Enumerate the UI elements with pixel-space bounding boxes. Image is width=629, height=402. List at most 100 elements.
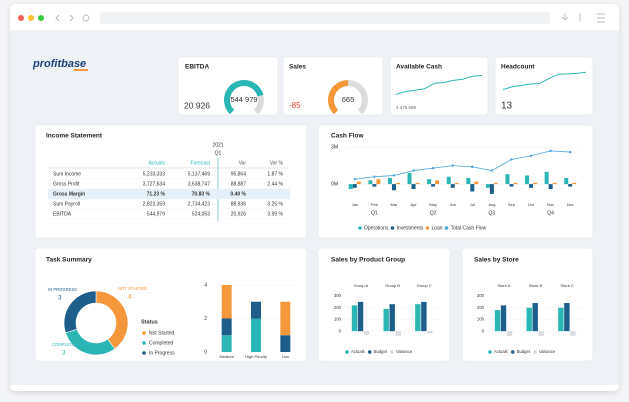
column-header: Forecast — [191, 160, 211, 166]
legend-swatch — [142, 331, 146, 335]
cell: 1.87 % — [267, 171, 283, 177]
bar — [466, 177, 471, 185]
y-tick-label: 0 — [204, 349, 207, 355]
bar — [509, 184, 514, 187]
bar — [485, 184, 490, 188]
category-label: Group B — [385, 283, 400, 288]
x-tick-label: May — [429, 202, 437, 207]
bar — [548, 184, 553, 190]
bar — [389, 304, 395, 332]
row-label: Sum Income — [53, 171, 81, 177]
category-label: Store B — [529, 283, 543, 288]
y-tick-label: 0 — [339, 328, 342, 333]
bar — [572, 182, 577, 185]
x-tick-label: Dec — [567, 202, 574, 207]
legend-label: In Progress — [149, 350, 175, 356]
cell: 20,926 — [231, 211, 247, 217]
bar — [351, 305, 358, 332]
row-highlight — [48, 189, 290, 199]
bar — [357, 301, 364, 332]
x-tick-label: Feb — [371, 202, 379, 207]
x-tick-label: Oct — [528, 202, 535, 207]
line-point — [412, 169, 415, 172]
bar-segment — [251, 301, 261, 319]
y-tick-label: 100 — [334, 317, 342, 322]
bar — [431, 184, 436, 187]
cell: 88,936 — [231, 201, 247, 207]
y-tick-label: 0 — [482, 328, 485, 333]
toolbar-icons[interactable] — [561, 13, 605, 23]
bar — [564, 303, 570, 332]
donut-count: 3 — [58, 295, 62, 302]
headcount-card — [494, 56, 594, 116]
bar — [372, 184, 377, 187]
legend-title: Status — [141, 319, 158, 325]
bar — [474, 181, 479, 185]
period-header: Q1 — [215, 150, 222, 156]
y-tick-label: 4 — [204, 282, 207, 288]
quarter-label: Q4 — [547, 210, 554, 216]
kpi-title: EBITDA — [185, 64, 210, 71]
bar — [500, 305, 507, 332]
donut-count: 4 — [128, 294, 132, 301]
legend-label: Budget — [517, 349, 531, 354]
column-header: Var % — [270, 160, 284, 166]
bar — [348, 184, 353, 190]
y-tick-label: 300 — [477, 293, 485, 298]
close-button[interactable] — [18, 15, 24, 21]
minimize-button[interactable] — [28, 15, 34, 21]
bar-segment — [221, 335, 232, 352]
reload-button[interactable] — [82, 14, 90, 22]
donut-label: IN PROGRESS — [48, 287, 77, 292]
bar — [427, 179, 432, 185]
legend-swatch — [345, 350, 349, 354]
line-point — [529, 154, 533, 157]
bar — [529, 184, 534, 188]
bar — [505, 174, 510, 185]
nav-arrows[interactable] — [55, 14, 74, 22]
bar — [564, 177, 569, 185]
category-label: Group C — [417, 283, 432, 288]
row-label: EBITDA — [53, 211, 72, 217]
bar — [558, 307, 564, 332]
gauge-label: 544 979 — [230, 95, 257, 104]
x-tick-label: Low — [282, 354, 289, 359]
category-label: Group A — [353, 283, 368, 288]
bar-segment — [221, 318, 232, 336]
x-tick-label: Medium — [220, 354, 235, 359]
x-tick-label: Nov — [547, 202, 554, 207]
y-tick-label: 200 — [477, 305, 485, 310]
donut-segment — [63, 290, 97, 334]
bar — [533, 182, 538, 185]
address-bar[interactable] — [100, 12, 550, 24]
gauge-value — [224, 80, 264, 115]
bar — [391, 184, 396, 191]
kpi-title: Sales — [289, 64, 306, 71]
legend-label: Total Cash Flow — [451, 225, 487, 231]
bar — [383, 308, 389, 332]
bar — [513, 182, 518, 185]
bar-segment — [280, 301, 291, 336]
bar — [525, 175, 530, 185]
bar — [395, 182, 400, 185]
cell: 70.83 % — [192, 191, 211, 197]
x-tick-label: Aug — [488, 202, 495, 207]
year-header: 2021 — [212, 142, 223, 148]
bar — [415, 182, 420, 185]
bar — [532, 303, 538, 332]
donut-label: COMPLETED — [52, 342, 78, 347]
bar — [570, 331, 576, 336]
bar — [368, 180, 373, 185]
bar — [470, 184, 475, 192]
card-title: Cash Flow — [331, 133, 364, 140]
legend-label: Completed — [149, 340, 173, 346]
income-statement-card — [34, 124, 308, 239]
bar — [450, 184, 455, 188]
bar — [446, 176, 451, 185]
bar — [415, 304, 421, 332]
maximize-button[interactable] — [38, 15, 44, 21]
kpi-value: 13 — [501, 101, 513, 112]
card-title: Task Summary — [46, 257, 92, 264]
bar — [489, 184, 494, 194]
bar — [411, 184, 416, 190]
